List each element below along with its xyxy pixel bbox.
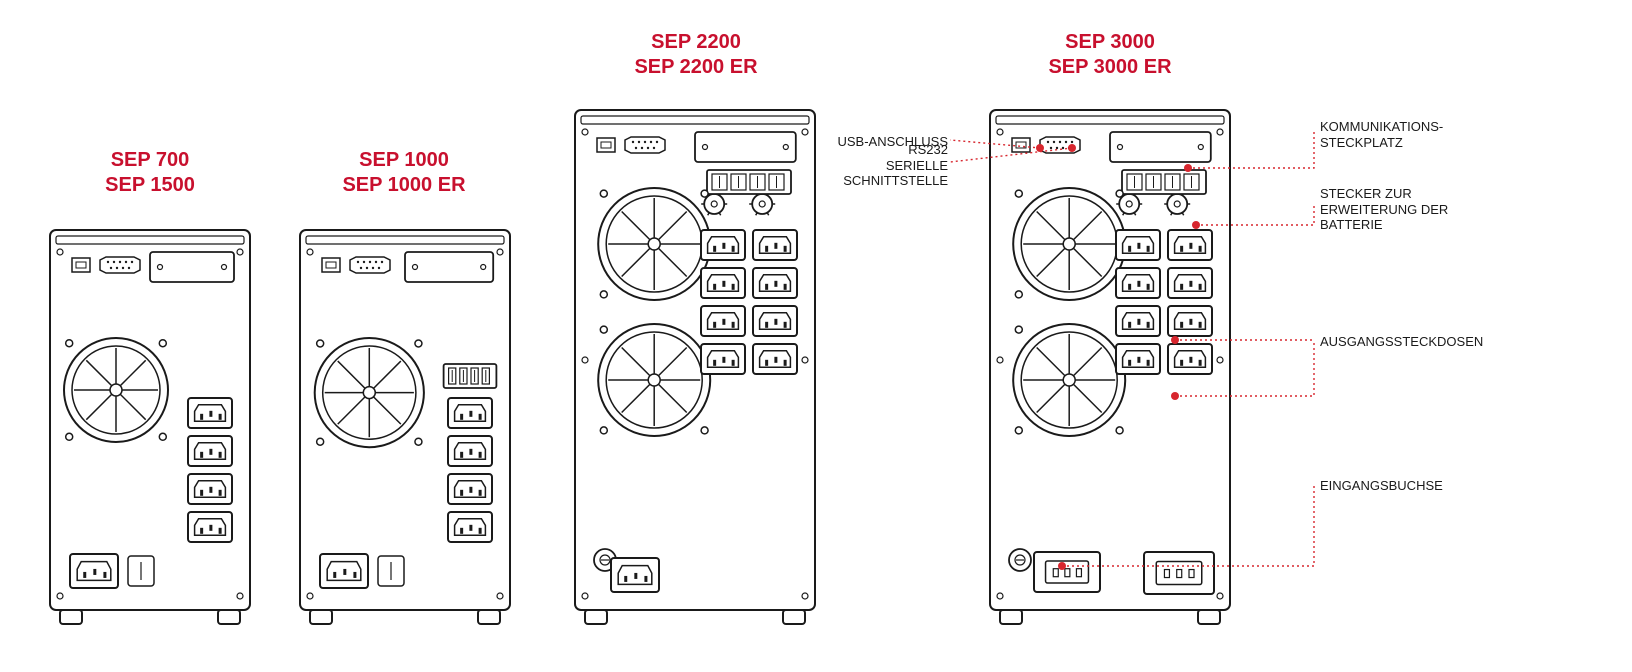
outlet-c13: [611, 558, 659, 592]
outlet-c13: [188, 512, 232, 542]
: [1118, 145, 1123, 150]
outlet-c13: [1116, 230, 1160, 260]
outlet-c13: [1168, 230, 1212, 260]
rs232-port-icon: [350, 257, 390, 273]
callout-label: EINGANGSBUCHSE: [1320, 478, 1443, 494]
expansion-connector-icon: [444, 364, 497, 388]
: [783, 145, 788, 150]
screw: [802, 129, 808, 135]
screw: [582, 129, 588, 135]
socket-c20: [1144, 552, 1214, 594]
outlet-c13: [753, 344, 797, 374]
screw: [237, 593, 243, 599]
fuse-icon: [1009, 549, 1031, 571]
outlet-c13: [753, 268, 797, 298]
fan-icon: [315, 338, 424, 447]
foot: [310, 610, 332, 624]
outlet-c13: [1168, 344, 1212, 374]
screw: [307, 249, 313, 255]
outlet-c13: [1116, 268, 1160, 298]
usb-port-icon: [597, 138, 615, 152]
callout-label: KOMMUNIKATIONS-STECKPLATZ: [1320, 119, 1443, 150]
callout-label: RS232SERIELLESCHNITTSTELLE: [843, 142, 948, 189]
screw: [497, 593, 503, 599]
callout-label: STECKER ZURERWEITERUNG DERBATTERIE: [1320, 186, 1448, 233]
: [703, 145, 708, 150]
screw: [997, 129, 1003, 135]
usb-port-icon: [322, 258, 340, 272]
comm-slot: [1110, 132, 1211, 162]
screw: [237, 249, 243, 255]
outlet-c13: [701, 306, 745, 336]
fan-icon: [64, 338, 168, 442]
foot: [1000, 610, 1022, 624]
: [56, 236, 244, 244]
: [413, 265, 418, 270]
outlet-c13: [70, 554, 118, 588]
screw: [497, 249, 503, 255]
foot: [218, 610, 240, 624]
: [581, 116, 809, 124]
: [481, 265, 486, 270]
fan-icon: [1013, 324, 1125, 436]
socket-c20: [1034, 552, 1100, 592]
: [582, 357, 588, 363]
: [1217, 357, 1223, 363]
screw: [582, 593, 588, 599]
outlet-c13: [753, 230, 797, 260]
foot: [60, 610, 82, 624]
expansion-connector-icon: [707, 170, 791, 194]
: [997, 357, 1003, 363]
outlet-c13: [448, 474, 492, 504]
comm-slot: [405, 252, 493, 282]
screw: [1217, 129, 1223, 135]
usb-port-icon: [1012, 138, 1030, 152]
outlet-c13: [1168, 268, 1212, 298]
diagram-stage: SEP 700SEP 1500SEP 1000SEP 1000 ERSEP 22…: [0, 0, 1632, 672]
screw: [1217, 593, 1223, 599]
outlet-c13: [701, 268, 745, 298]
comm-slot: [695, 132, 796, 162]
screw: [57, 593, 63, 599]
foot: [478, 610, 500, 624]
screw: [57, 249, 63, 255]
: [996, 116, 1224, 124]
foot: [585, 610, 607, 624]
: [306, 236, 504, 244]
outlet-c13: [1116, 344, 1160, 374]
: [802, 357, 808, 363]
outlet-c13: [448, 512, 492, 542]
outlet-c13: [1168, 306, 1212, 336]
outlet-c13: [320, 554, 368, 588]
expansion-connector-icon: [1122, 170, 1206, 194]
outlet-c13: [448, 436, 492, 466]
outlet-c13: [701, 344, 745, 374]
: [222, 265, 227, 270]
outlet-c13: [1116, 306, 1160, 336]
foot: [1198, 610, 1220, 624]
rs232-port-icon: [625, 137, 665, 153]
rs232-port-icon: [100, 257, 140, 273]
fan-icon: [598, 188, 710, 300]
outlet-c13: [753, 306, 797, 336]
: [1198, 145, 1203, 150]
fan-icon: [1013, 188, 1125, 300]
screw: [997, 593, 1003, 599]
fan-icon: [598, 324, 710, 436]
outlet-c13: [188, 474, 232, 504]
outlet-c13: [448, 398, 492, 428]
outlet-c13: [188, 398, 232, 428]
outlet-c13: [188, 436, 232, 466]
foot: [783, 610, 805, 624]
screw: [802, 593, 808, 599]
callout-label: AUSGANGSSTECKDOSEN: [1320, 334, 1483, 350]
: [158, 265, 163, 270]
screw: [307, 593, 313, 599]
usb-port-icon: [72, 258, 90, 272]
outlet-c13: [701, 230, 745, 260]
